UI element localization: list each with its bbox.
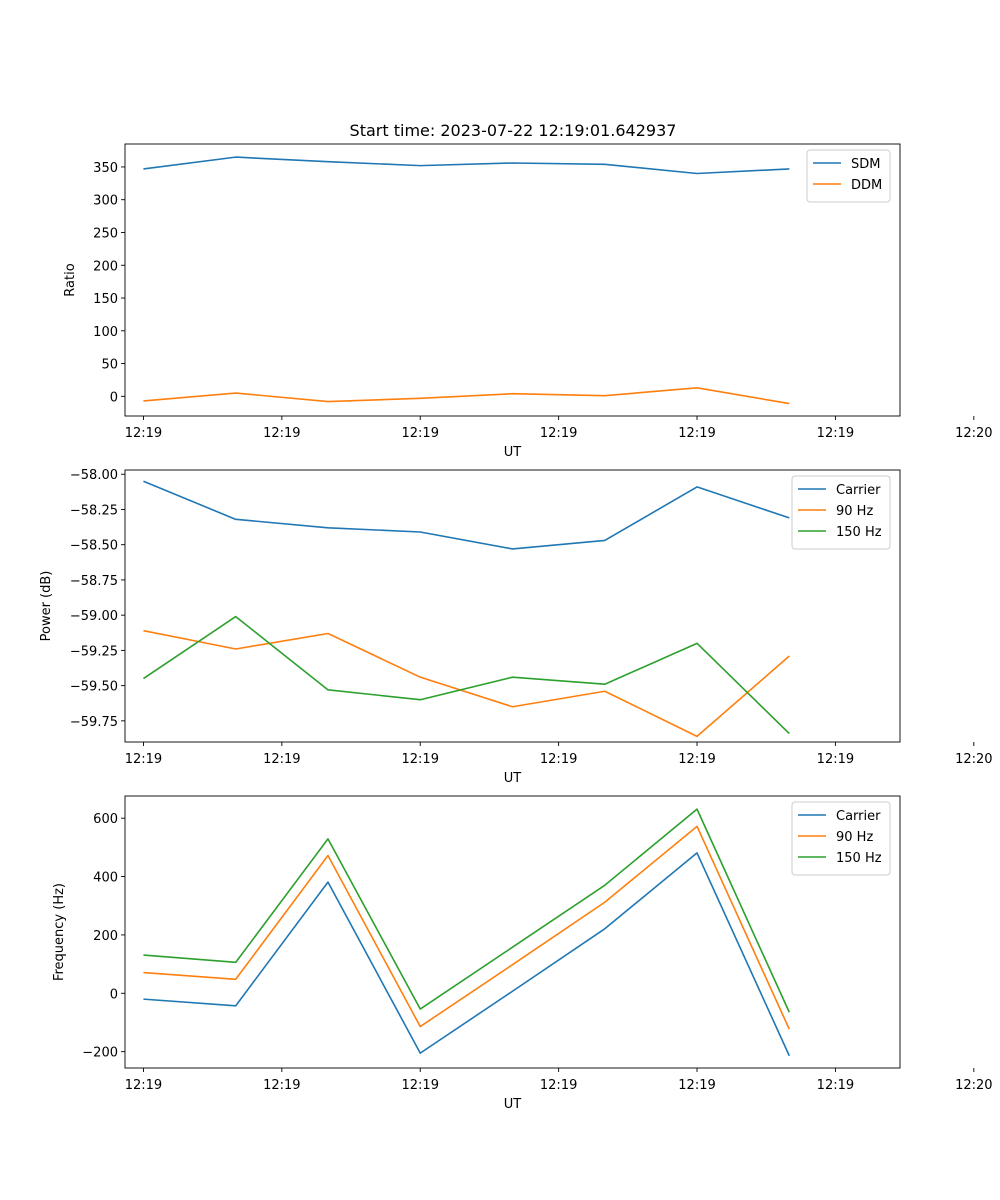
ratio-plot-area: [125, 144, 900, 416]
frequency-y-axis-label: Frequency (Hz): [52, 883, 67, 981]
ratio-series-line-sdm: [143, 156, 790, 175]
ratio-y-tick-label: 350: [93, 161, 118, 176]
frequency-x-tick-label: 12:19: [540, 1078, 577, 1093]
frequency-y-tick-label: 600: [93, 812, 118, 827]
frequency-x-tick-label: 12:19: [125, 1078, 162, 1093]
ratio-series-line-ddm: [143, 387, 790, 405]
power-x-tick-label: 12:20: [955, 752, 992, 767]
ratio-y-tick-label: 200: [93, 259, 118, 274]
ratio-y-tick-label: 250: [93, 226, 118, 241]
frequency-y-tick-label: 400: [93, 871, 118, 886]
power-x-tick-label: 12:19: [817, 752, 854, 767]
ratio-legend-label: SDM: [851, 157, 880, 172]
power-x-tick-label: 12:19: [540, 752, 577, 767]
power-panel: 12:19 12:19 12:19 12:19 12:19 12:19 12:20 −58.0…: [39, 468, 993, 786]
frequency-y-tick-label: −200: [82, 1046, 118, 1061]
ratio-x-tick-label: 12:19: [402, 426, 439, 441]
frequency-x-tick-label: 12:19: [817, 1078, 854, 1093]
ratio-y-tick-label: 150: [93, 292, 118, 307]
power-y-tick-label: −58.75: [70, 574, 118, 589]
frequency-legend-label: 90 Hz: [836, 830, 873, 845]
power-series-line-90-hz: [143, 629, 790, 738]
frequency-legend-label: Carrier: [836, 809, 881, 824]
ratio-x-tick-label: 12:19: [125, 426, 162, 441]
power-y-tick-label: −59.50: [70, 680, 118, 695]
frequency-y-tick-label: 200: [93, 929, 118, 944]
ratio-x-axis-label: UT: [504, 445, 522, 460]
frequency-x-tick-label: 12:19: [263, 1078, 300, 1093]
power-legend-label: 90 Hz: [836, 504, 873, 519]
frequency-legend: Carrier 90 Hz 150 Hz: [791, 801, 891, 876]
ratio-x-tick-label: 12:19: [817, 426, 854, 441]
frequency-panel: 12:19 12:19 12:19 12:19 12:19 12:19 12:20 −200 0…: [52, 795, 993, 1112]
frequency-x-tick-label: 12:19: [402, 1078, 439, 1093]
power-series-line-carrier: [143, 480, 790, 550]
power-x-tick-label: 12:19: [678, 752, 715, 767]
ratio-x-tick-label: 12:19: [678, 426, 715, 441]
ratio-y-tick-label: 0: [110, 390, 118, 405]
figure-title: Start time: 2023-07-22 12:19:01.642937: [350, 121, 677, 140]
ratio-legend: SDM DDM: [806, 149, 891, 203]
frequency-axes-frame: [124, 795, 901, 1069]
power-legend-label: 150 Hz: [836, 525, 882, 540]
ratio-axes-frame: [124, 143, 901, 417]
power-y-tick-label: −58.50: [70, 539, 118, 554]
frequency-x-tick-label: 12:19: [678, 1078, 715, 1093]
power-x-tick-label: 12:19: [125, 752, 162, 767]
ratio-y-tick-label: 100: [93, 325, 118, 340]
frequency-x-axis-label: UT: [504, 1097, 522, 1112]
frequency-legend-label: 150 Hz: [836, 851, 882, 866]
power-y-tick-label: −59.25: [70, 644, 118, 659]
power-legend: Carrier 90 Hz 150 Hz: [791, 475, 891, 550]
ratio-legend-label: DDM: [851, 178, 882, 193]
power-x-tick-label: 12:19: [263, 752, 300, 767]
power-series-line-150-hz: [143, 615, 790, 735]
power-y-tick-label: −59.00: [70, 609, 118, 624]
power-y-tick-label: −58.00: [70, 468, 118, 483]
power-plot-area: [125, 470, 900, 742]
ratio-x-tick-label: 12:19: [540, 426, 577, 441]
frequency-y-tick-label: 0: [110, 987, 118, 1002]
frequency-series-line-carrier: [143, 852, 791, 1057]
ratio-y-tick-label: 50: [101, 358, 118, 373]
frequency-series-line-150-hz: [143, 808, 791, 1013]
power-axes-frame: [124, 469, 901, 743]
power-legend-label: Carrier: [836, 483, 881, 498]
power-x-axis-label: UT: [504, 771, 522, 786]
ratio-x-tick-label: 12:19: [263, 426, 300, 441]
power-y-tick-label: −58.25: [70, 503, 118, 518]
power-x-tick-label: 12:19: [402, 752, 439, 767]
power-y-tick-label: −59.75: [70, 715, 118, 730]
ratio-y-tick-label: 300: [93, 194, 118, 209]
power-y-axis-label: Power (dB): [39, 571, 54, 642]
frequency-x-tick-label: 12:20: [955, 1078, 992, 1093]
frequency-series-line-90-hz: [143, 825, 791, 1030]
ratio-x-tick-label: 12:20: [955, 426, 992, 441]
ratio-panel: 12:19 12:19 12:19 12:19 12:19 12:19 12:20 0 50 10…: [63, 143, 993, 460]
ratio-y-axis-label: Ratio: [63, 263, 78, 296]
frequency-plot-area: [125, 796, 900, 1068]
